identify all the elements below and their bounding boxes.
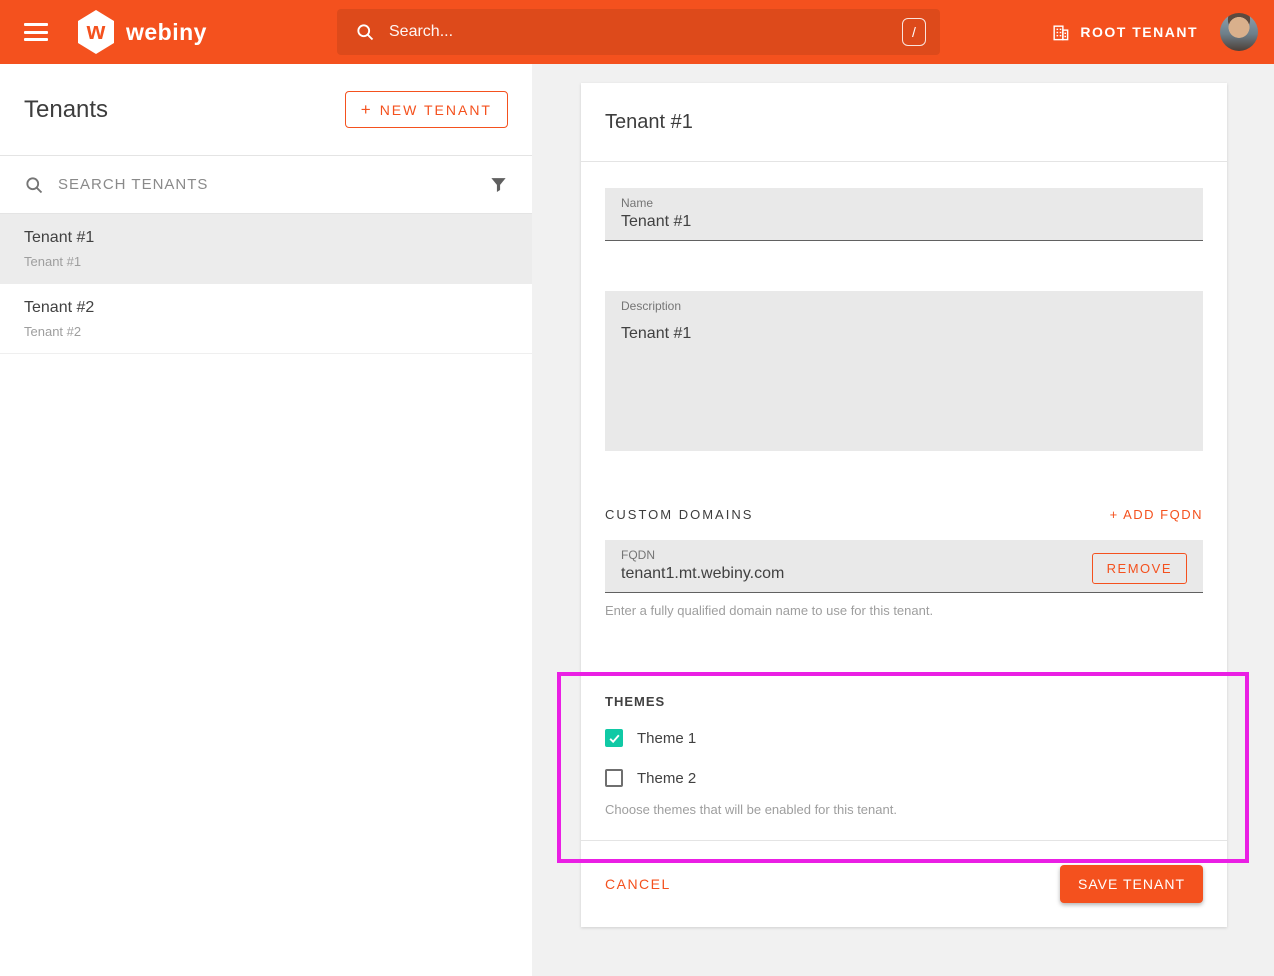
theme-checkbox-label: Theme 2	[637, 769, 697, 787]
tenant-item-subtitle: Tenant #1	[24, 254, 82, 269]
filter-icon[interactable]	[489, 175, 508, 194]
webiny-wordmark: webiny	[126, 18, 207, 45]
name-field-label: Name	[621, 196, 654, 210]
tenant-item-title: Tenant #1	[24, 229, 95, 246]
themes-helper-text: Choose themes that will be enabled for t…	[605, 802, 897, 817]
fqdn-field-label: FQDN	[621, 548, 655, 562]
tenant-list-item[interactable]: Tenant #1 Tenant #1	[0, 214, 532, 284]
tenant-form-card: Tenant #1 Name Tenant #1 Description Ten…	[581, 83, 1227, 927]
plus-icon: +	[360, 100, 371, 119]
current-tenant-label: ROOT TENANT	[1080, 24, 1198, 40]
tenant-item-title: Tenant #2	[24, 299, 95, 316]
theme-checkbox-row[interactable]: Theme 1	[605, 729, 1203, 747]
tenant-details-panel: Tenant #1 Name Tenant #1 Description Ten…	[532, 64, 1274, 976]
search-tenants-input[interactable]: SEARCH TENANTS	[0, 156, 532, 214]
theme-1-checkbox[interactable]	[605, 729, 623, 747]
user-avatar[interactable]	[1220, 13, 1258, 51]
new-tenant-button-label: NEW TENANT	[379, 101, 492, 118]
name-field[interactable]: Name Tenant #1	[605, 188, 1203, 241]
keyboard-shortcut-badge: /	[902, 18, 926, 46]
themes-heading: THEMES	[605, 694, 666, 709]
save-tenant-button[interactable]: SAVE TENANT	[1060, 865, 1203, 903]
search-placeholder: Search...	[389, 23, 454, 40]
themes-section: THEMES Theme 1	[605, 694, 1203, 840]
page-title: Tenants	[24, 95, 109, 123]
tenant-form-title: Tenant #1	[605, 110, 693, 133]
tenant-item-subtitle: Tenant #2	[24, 324, 82, 339]
global-search-input[interactable]: Search... /	[337, 9, 940, 55]
tenant-list-item[interactable]: Tenant #2 Tenant #2	[0, 284, 532, 354]
fqdn-field-value: tenant1.mt.webiny.com	[621, 565, 785, 582]
theme-checkbox-label: Theme 1	[637, 729, 697, 747]
description-field[interactable]: Description Tenant #1	[605, 291, 1203, 451]
new-tenant-button[interactable]: + NEW TENANT	[344, 91, 508, 128]
building-icon	[1053, 24, 1069, 40]
name-field-value: Tenant #1	[621, 213, 692, 230]
custom-domains-heading: CUSTOM DOMAINS	[605, 507, 754, 522]
search-icon	[26, 176, 43, 193]
webiny-logo[interactable]: w webiny	[76, 10, 207, 54]
current-tenant-button[interactable]: ROOT TENANT	[1051, 23, 1198, 42]
top-app-bar: w webiny Search... / ROOT TENANT	[0, 0, 1274, 64]
checkmark-icon	[608, 734, 620, 743]
search-icon	[357, 24, 374, 41]
search-tenants-placeholder: SEARCH TENANTS	[58, 176, 209, 193]
cancel-button[interactable]: CANCEL	[605, 876, 671, 892]
fqdn-helper-text: Enter a fully qualified domain name to u…	[605, 603, 934, 618]
hamburger-menu-icon[interactable]	[24, 23, 48, 41]
fqdn-field[interactable]: FQDN tenant1.mt.webiny.com REMOVE	[605, 540, 1203, 593]
add-fqdn-button[interactable]: + ADD FQDN	[1109, 507, 1203, 522]
theme-checkbox-row[interactable]: Theme 2	[605, 769, 1203, 787]
description-field-value: Tenant #1	[621, 325, 692, 342]
theme-2-checkbox[interactable]	[605, 769, 623, 787]
remove-fqdn-button[interactable]: REMOVE	[1091, 553, 1187, 584]
description-field-label: Description	[621, 299, 682, 313]
webiny-hexagon-icon: w	[78, 10, 114, 54]
tenants-list-panel: Tenants + NEW TENANT SEARCH TENANTS Tena…	[0, 64, 532, 976]
